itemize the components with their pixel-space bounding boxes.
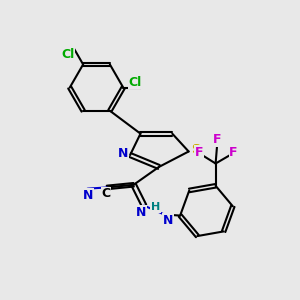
Text: S: S — [192, 142, 201, 156]
Text: Cl: Cl — [61, 48, 74, 61]
Text: C: C — [102, 188, 111, 200]
Text: N: N — [163, 214, 173, 227]
Text: H: H — [151, 202, 160, 212]
Text: F: F — [213, 133, 221, 146]
Text: F: F — [229, 146, 238, 159]
Text: N: N — [118, 147, 129, 160]
Text: F: F — [194, 146, 203, 159]
Text: N: N — [83, 189, 93, 202]
Text: Cl: Cl — [128, 76, 142, 89]
Text: N: N — [136, 206, 146, 219]
